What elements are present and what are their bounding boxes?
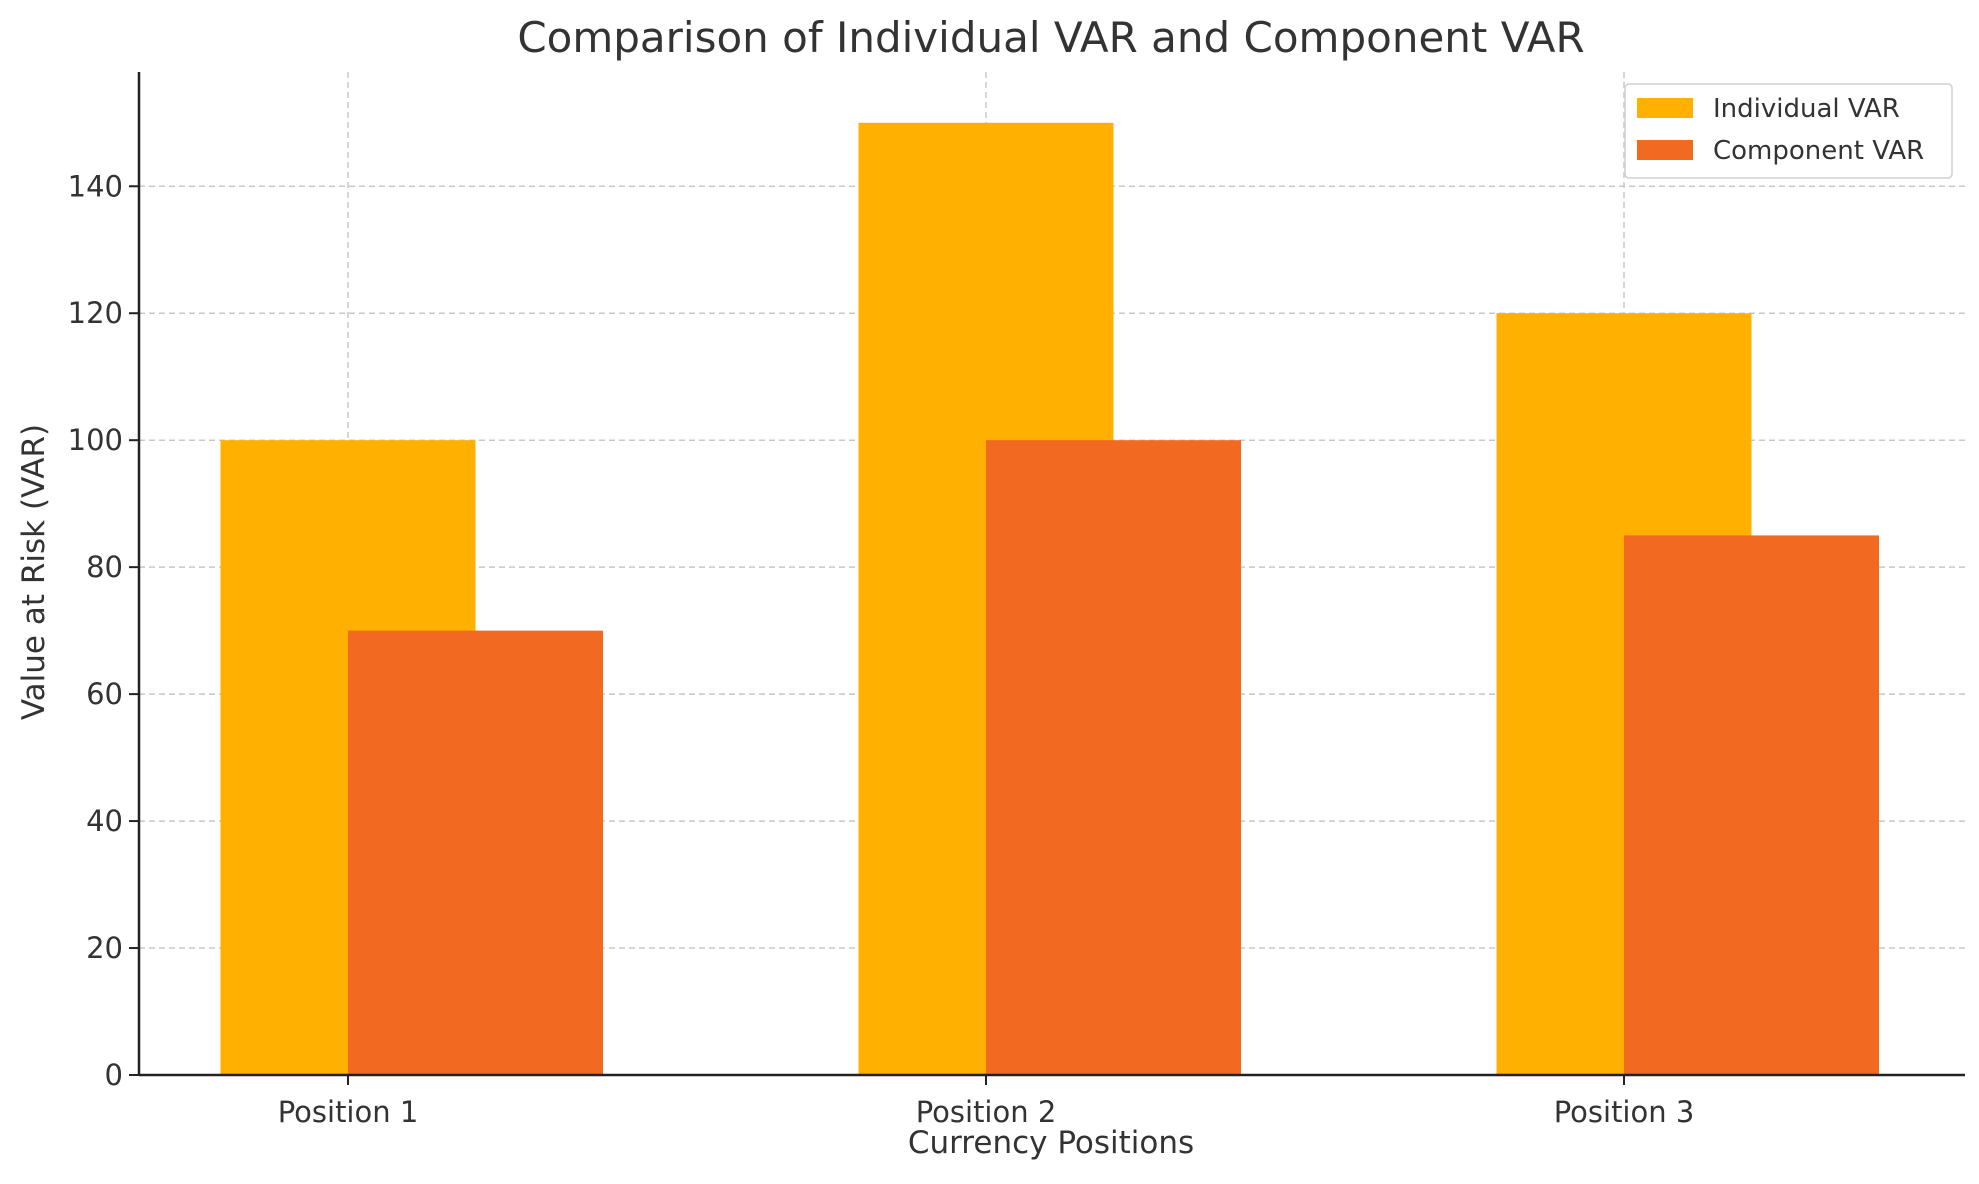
legend-frame — [1624, 83, 1953, 179]
chart-title: Comparison of Individual VAR and Compone… — [517, 13, 1584, 62]
y-tick-label: 120 — [68, 296, 123, 330]
ticks-layer: 0 20 40 60 80 100 120 140 Position 1 Position 2 Po… — [68, 169, 1695, 1129]
y-tick-label: 80 — [86, 550, 123, 584]
legend: Individual VAR Component VAR — [1624, 83, 1953, 179]
x-axis-label: Currency Positions — [908, 1125, 1194, 1161]
bar-component-var — [348, 630, 603, 1075]
axes-layer — [137, 72, 1965, 1077]
y-tick-label: 0 — [105, 1058, 123, 1092]
y-tick-label: 100 — [68, 423, 123, 457]
x-tick-label: Position 1 — [278, 1095, 419, 1129]
bars-layer — [220, 122, 1879, 1076]
y-tick-label: 40 — [86, 804, 123, 838]
legend-label-component-var: Component VAR — [1713, 136, 1924, 166]
y-axis-label: Value at Risk (VAR) — [16, 424, 52, 720]
legend-label-individual-var: Individual VAR — [1713, 94, 1900, 124]
legend-swatch-individual-var — [1637, 98, 1693, 118]
y-tick-label: 20 — [86, 931, 123, 965]
y-tick-label: 140 — [68, 169, 123, 203]
legend-swatch-component-var — [1637, 140, 1693, 160]
bar-component-var — [1624, 535, 1879, 1075]
x-tick-label: Position 2 — [916, 1095, 1057, 1129]
bar-component-var — [986, 440, 1241, 1075]
y-tick-label: 60 — [86, 677, 123, 711]
x-tick-label: Position 3 — [1554, 1095, 1695, 1129]
